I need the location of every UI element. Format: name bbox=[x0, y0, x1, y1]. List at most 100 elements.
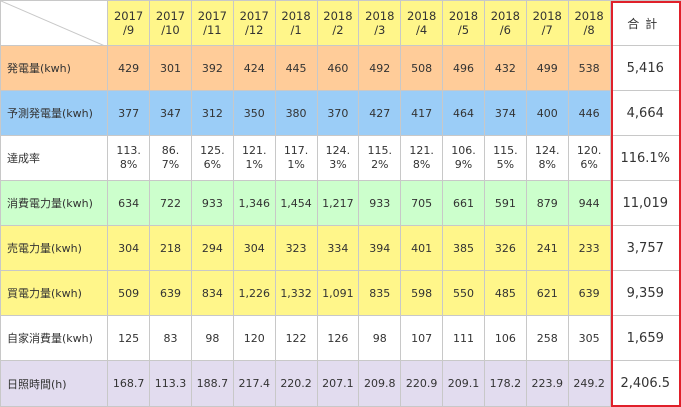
value-cell: 249.2 bbox=[567, 360, 611, 407]
value-cell: 223.9 bbox=[525, 360, 569, 407]
row-label: 発電量(kwh) bbox=[0, 45, 109, 91]
value-cell: 538 bbox=[567, 45, 611, 91]
value-cell: 705 bbox=[400, 180, 444, 226]
value-cell: 294 bbox=[190, 225, 234, 271]
total-cell: 116.1% bbox=[609, 135, 681, 181]
value-cell: 106. 9% bbox=[442, 135, 485, 181]
total-cell: 2,406.5 bbox=[609, 360, 681, 407]
value-cell: 933 bbox=[358, 180, 402, 226]
month-header: 2017/10 bbox=[149, 0, 192, 46]
value-cell: 634 bbox=[107, 180, 151, 226]
consumption-row: 消費電力量(kwh) 634 722 933 1,346 1,454 1,217 933 705… bbox=[0, 180, 681, 226]
value-cell: 233 bbox=[567, 225, 611, 271]
value-cell: 83 bbox=[149, 315, 192, 361]
value-cell: 550 bbox=[442, 270, 485, 316]
value-cell: 209.1 bbox=[442, 360, 485, 407]
month-header: 2018/2 bbox=[316, 0, 360, 46]
value-cell: 621 bbox=[525, 270, 569, 316]
value-cell: 218 bbox=[149, 225, 192, 271]
value-cell: 944 bbox=[567, 180, 611, 226]
total-cell: 4,664 bbox=[609, 90, 681, 136]
value-cell: 220.2 bbox=[274, 360, 318, 407]
value-cell: 496 bbox=[442, 45, 485, 91]
value-cell: 323 bbox=[274, 225, 318, 271]
diagonal-divider bbox=[1, 1, 103, 45]
value-cell: 241 bbox=[525, 225, 569, 271]
month-header: 2018/8 bbox=[567, 0, 611, 46]
value-cell: 124. 8% bbox=[525, 135, 569, 181]
value-cell: 392 bbox=[190, 45, 234, 91]
generation-row: 発電量(kwh) 429 301 392 424 445 460 492 508 496 432 49… bbox=[0, 45, 681, 91]
value-cell: 394 bbox=[358, 225, 402, 271]
bought-power-row: 買電力量(kwh) 509 639 834 1,226 1,332 1,091 835 598 5… bbox=[0, 270, 681, 316]
month-header: 2018/7 bbox=[525, 0, 569, 46]
value-cell: 115. 2% bbox=[358, 135, 402, 181]
table-body: 発電量(kwh) 429 301 392 424 445 460 492 508 496 432 49… bbox=[0, 45, 681, 407]
total-cell: 5,416 bbox=[609, 45, 681, 91]
value-cell: 429 bbox=[107, 45, 151, 91]
total-cell: 3,757 bbox=[609, 225, 681, 271]
value-cell: 400 bbox=[525, 90, 569, 136]
month-header: 2018/4 bbox=[400, 0, 444, 46]
value-cell: 879 bbox=[525, 180, 569, 226]
month-header: 2018/5 bbox=[442, 0, 485, 46]
value-cell: 220.9 bbox=[400, 360, 444, 407]
row-label: 売電力量(kwh) bbox=[0, 225, 109, 271]
value-cell: 113. 8% bbox=[107, 135, 151, 181]
sold-power-row: 売電力量(kwh) 304 218 294 304 323 334 394 401 385 326 2… bbox=[0, 225, 681, 271]
value-cell: 125 bbox=[107, 315, 151, 361]
corner-cell bbox=[0, 0, 109, 46]
value-cell: 207.1 bbox=[316, 360, 360, 407]
value-cell: 122 bbox=[274, 315, 318, 361]
value-cell: 509 bbox=[107, 270, 151, 316]
sunshine-hours-row: 日照時間(h) 168.7 113.3 188.7 217.4 220.2 207.1 209… bbox=[0, 360, 681, 407]
value-cell: 304 bbox=[107, 225, 151, 271]
value-cell: 305 bbox=[567, 315, 611, 361]
value-cell: 126 bbox=[316, 315, 360, 361]
value-cell: 115. 5% bbox=[483, 135, 527, 181]
value-cell: 347 bbox=[149, 90, 192, 136]
value-cell: 460 bbox=[316, 45, 360, 91]
row-label: 自家消費量(kwh) bbox=[0, 315, 109, 361]
value-cell: 124. 3% bbox=[316, 135, 360, 181]
row-label: 達成率 bbox=[0, 135, 109, 181]
value-cell: 113.3 bbox=[149, 360, 192, 407]
value-cell: 209.8 bbox=[358, 360, 402, 407]
value-cell: 492 bbox=[358, 45, 402, 91]
value-cell: 370 bbox=[316, 90, 360, 136]
value-cell: 106 bbox=[483, 315, 527, 361]
value-cell: 188.7 bbox=[190, 360, 234, 407]
row-label: 予測発電量(kwh) bbox=[0, 90, 109, 136]
value-cell: 446 bbox=[567, 90, 611, 136]
value-cell: 661 bbox=[442, 180, 485, 226]
total-header: 合計 bbox=[609, 0, 681, 46]
value-cell: 334 bbox=[316, 225, 360, 271]
value-cell: 121. 8% bbox=[400, 135, 444, 181]
value-cell: 217.4 bbox=[232, 360, 276, 407]
month-header: 2017/9 bbox=[107, 0, 151, 46]
month-header: 2017/11 bbox=[190, 0, 234, 46]
achievement-rate-row: 達成率 113. 8% 86. 7% 125. 6% 121. 1% 117. 1% 124. 3% 11… bbox=[0, 135, 681, 181]
value-cell: 464 bbox=[442, 90, 485, 136]
header-row: 2017/9 2017/10 2017/11 2017/12 2018/1 20… bbox=[0, 0, 681, 46]
value-cell: 120 bbox=[232, 315, 276, 361]
value-cell: 835 bbox=[358, 270, 402, 316]
value-cell: 427 bbox=[358, 90, 402, 136]
value-cell: 326 bbox=[483, 225, 527, 271]
value-cell: 834 bbox=[190, 270, 234, 316]
value-cell: 120. 6% bbox=[567, 135, 611, 181]
value-cell: 380 bbox=[274, 90, 318, 136]
value-cell: 722 bbox=[149, 180, 192, 226]
value-cell: 304 bbox=[232, 225, 276, 271]
value-cell: 1,217 bbox=[316, 180, 360, 226]
value-cell: 98 bbox=[190, 315, 234, 361]
value-cell: 639 bbox=[149, 270, 192, 316]
value-cell: 312 bbox=[190, 90, 234, 136]
value-cell: 1,454 bbox=[274, 180, 318, 226]
value-cell: 485 bbox=[483, 270, 527, 316]
value-cell: 508 bbox=[400, 45, 444, 91]
value-cell: 598 bbox=[400, 270, 444, 316]
value-cell: 107 bbox=[400, 315, 444, 361]
value-cell: 1,226 bbox=[232, 270, 276, 316]
